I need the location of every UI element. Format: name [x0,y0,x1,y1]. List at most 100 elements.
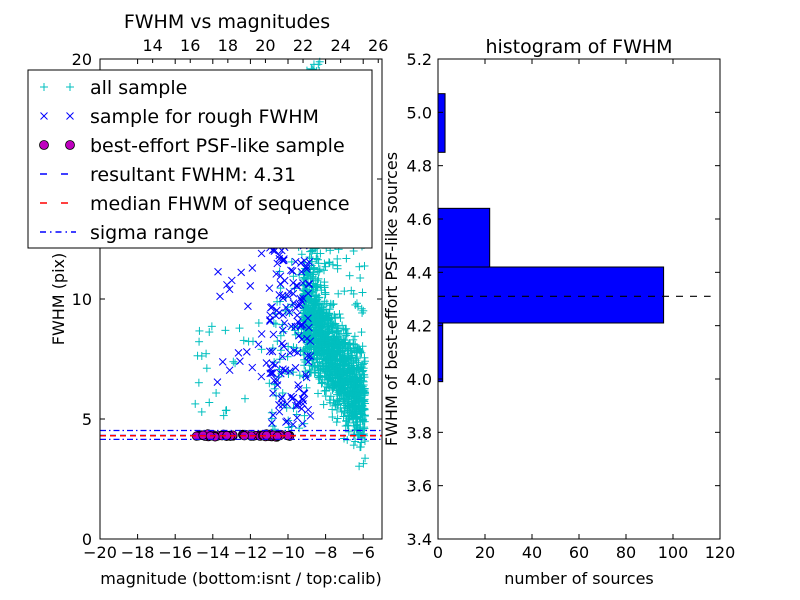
all-sample-point [335,310,344,319]
rough-sample-point [285,288,294,296]
all-sample-point [360,417,369,426]
rough-sample-point [298,320,307,329]
all-sample-point [339,394,348,403]
all-sample-point [358,430,367,439]
all-sample-point [334,289,343,298]
rough-sample-point [262,359,271,367]
rough-sample-point [297,404,306,413]
rough-sample-point [248,363,257,372]
all-sample-point [361,454,370,463]
legend-item: median FHWM of sequence [40,193,350,215]
all-sample-point [317,327,326,336]
rough-sample-point [214,267,222,276]
rough-sample-point [297,320,306,329]
all-sample-point [313,280,322,289]
legend-label: sample for rough FWHM [90,106,319,128]
all-sample-point [332,364,341,373]
all-sample-point [314,259,323,268]
all-sample-point [349,441,358,450]
rough-sample-point [246,282,255,290]
rough-sample-point [300,389,308,397]
right-y-tick-label: 5.0 [407,103,432,122]
left-y-tick-label: 20 [72,50,92,69]
all-sample-point [347,412,356,421]
all-sample-point [345,391,354,400]
all-sample-point [310,292,319,301]
rough-sample-point [289,420,297,429]
rough-sample-point [273,381,282,389]
rough-sample-point [304,289,312,298]
all-sample-point [351,437,360,446]
all-sample-point [348,402,357,411]
right-y-axis-label: FWHM of best-effort PSF-like sources [382,152,401,446]
rough-sample-point [275,309,283,317]
all-sample-point [281,293,290,302]
all-sample-point [335,386,344,395]
rough-sample-point [244,302,252,311]
all-sample-point [314,389,323,398]
left-x-tick-label: −8 [314,543,338,562]
rough-sample-point [282,303,290,312]
right-chart-title: histogram of FWHM [485,36,672,58]
rough-sample-point [306,412,315,420]
rough-sample-point [216,292,224,301]
all-sample-point [331,337,340,346]
left-chart-title: FWHM vs magnitudes [124,11,330,33]
all-sample-point [326,353,335,362]
all-sample-point [328,362,337,371]
all-sample-point [330,310,339,319]
right-y-tick-label: 3.4 [407,530,432,549]
all-sample-point [333,349,342,358]
all-sample-point [340,379,349,388]
rough-sample-point [257,330,266,338]
all-sample-point [358,288,367,297]
left-top-tick-label: 18 [218,36,238,55]
all-sample-point [212,388,221,397]
all-sample-point [356,409,365,418]
right-y-tick-label: 4.6 [407,210,432,229]
all-sample-point [352,421,361,430]
all-sample-point [221,406,230,415]
rough-sample-point [265,284,274,293]
right-x-ticks: 0 20 40 60 80 100 120 [433,59,735,562]
all-sample-point [219,411,228,420]
all-sample-point [239,336,248,345]
all-sample-point [321,392,330,401]
left-top-tick-label: 14 [142,36,162,55]
all-sample-point [337,355,346,364]
all-sample-point [221,326,230,335]
histogram-bar [437,266,665,324]
right-x-tick-label: 100 [658,543,689,562]
all-sample-point [356,391,365,400]
rough-sample-point [289,289,298,298]
all-sample-point [358,342,367,351]
all-sample-point [359,387,368,396]
all-sample-point [334,401,343,410]
all-sample-point [338,321,347,330]
rough-sample-point [225,366,234,375]
rough-sample-point [278,352,287,361]
rough-sample-point [268,303,276,311]
rough-sample-point [300,256,309,265]
all-sample-point [295,371,304,380]
rough-sample-point [257,372,266,381]
all-sample-point [305,253,314,262]
all-sample-point [316,338,325,347]
all-sample-point [337,407,346,416]
rough-sample-point [213,378,222,386]
all-sample-point [306,297,315,306]
all-sample-point [332,418,341,427]
right-x-tick-label: 20 [475,543,495,562]
rough-sample-point [279,365,287,373]
all-sample-point [309,303,318,312]
all-sample-point [359,459,368,468]
all-sample-point [318,378,327,387]
all-sample-point [276,331,285,340]
all-sample-point [328,405,337,414]
all-sample-point [338,370,347,379]
all-sample-point [323,325,332,334]
rough-sample-point [269,389,277,398]
legend-item: best-effort PSF-like sample [39,135,345,157]
left-reference-lines [100,429,382,440]
rough-sample-point [257,249,266,258]
